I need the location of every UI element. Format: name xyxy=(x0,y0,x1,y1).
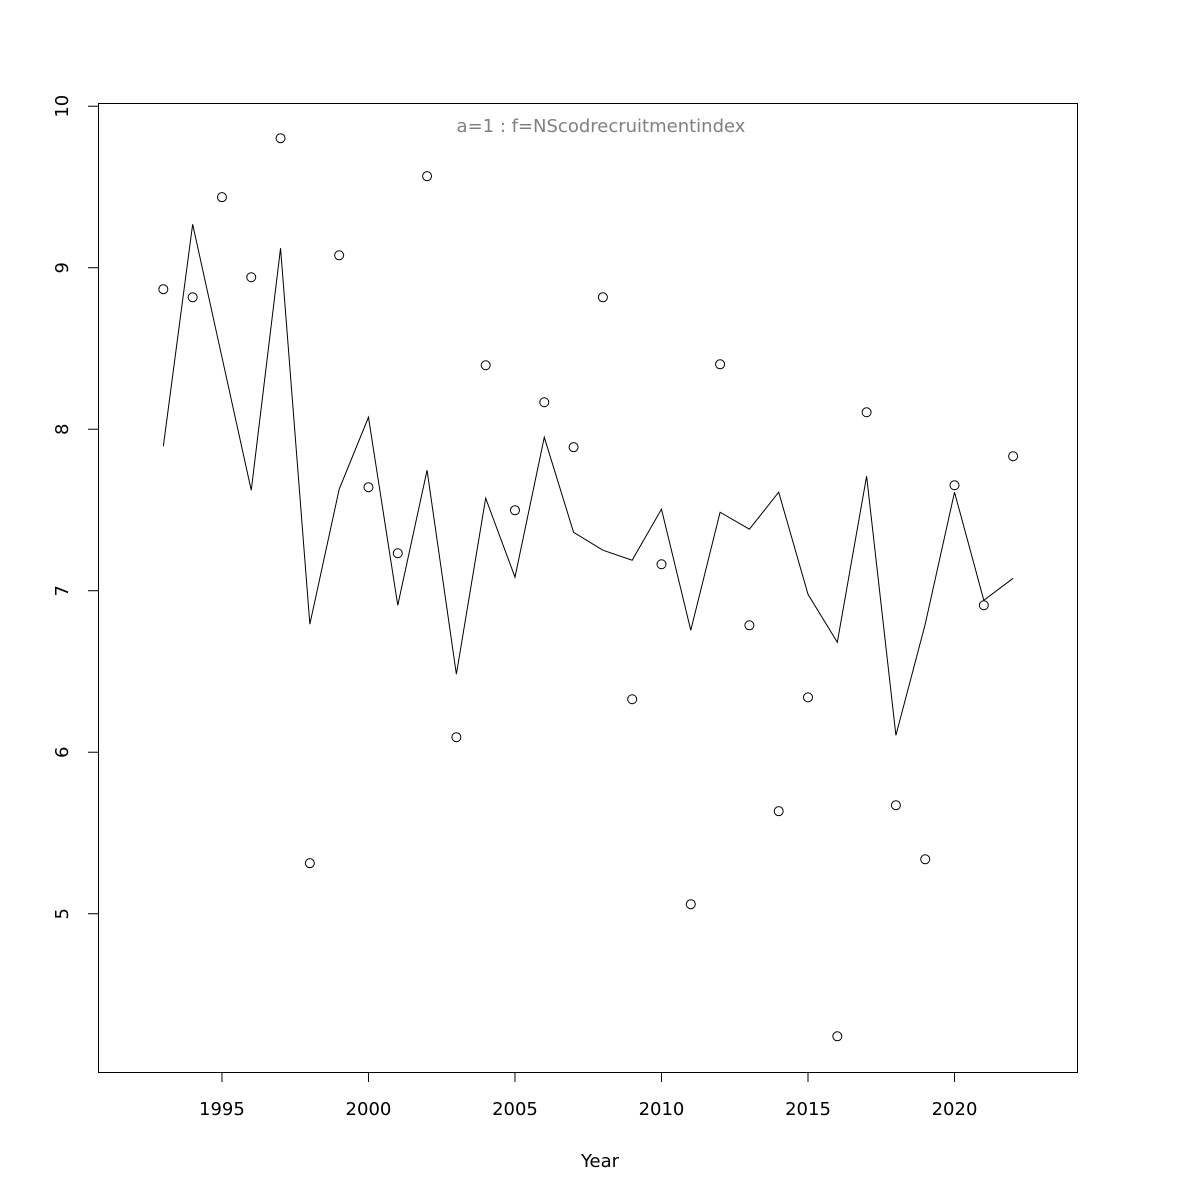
data-point xyxy=(685,899,696,910)
data-point xyxy=(246,272,257,283)
x-tick-label: 2000 xyxy=(346,1099,392,1120)
data-point xyxy=(451,732,462,743)
data-point xyxy=(1008,451,1019,462)
data-point xyxy=(597,292,608,303)
data-point xyxy=(744,620,755,631)
data-point xyxy=(978,600,989,611)
x-axis-label: Year xyxy=(580,1151,620,1172)
x-tick-label: 2020 xyxy=(932,1099,978,1120)
y-tick-label: 8 xyxy=(52,424,73,435)
data-point xyxy=(363,482,374,493)
data-line xyxy=(162,224,1014,736)
data-point xyxy=(334,250,345,261)
data-point xyxy=(304,858,315,869)
data-point xyxy=(715,359,726,370)
data-point xyxy=(187,292,198,303)
plot-frame xyxy=(98,103,1078,1073)
x-tick-label: 1995 xyxy=(199,1099,245,1120)
y-tick-label: 6 xyxy=(52,747,73,758)
data-point xyxy=(275,133,286,144)
data-point xyxy=(949,480,960,491)
y-tick-label: 10 xyxy=(52,95,73,118)
x-tick-label: 2010 xyxy=(639,1099,685,1120)
data-point xyxy=(509,505,520,516)
data-point xyxy=(861,407,872,418)
chart-title: a=1 : f=NScodrecruitmentindex xyxy=(457,116,746,137)
x-tick-label: 2005 xyxy=(492,1099,538,1120)
data-point xyxy=(422,171,433,182)
data-point xyxy=(568,442,579,453)
data-point xyxy=(832,1031,843,1042)
data-point xyxy=(920,854,931,865)
data-point xyxy=(216,192,227,203)
x-tick-label: 2015 xyxy=(785,1099,831,1120)
data-point xyxy=(803,692,814,703)
y-tick-label: 5 xyxy=(52,908,73,919)
y-tick-label: 7 xyxy=(52,585,73,596)
data-point xyxy=(627,694,638,705)
data-point xyxy=(656,559,667,570)
data-point xyxy=(392,548,403,559)
y-tick-label: 9 xyxy=(52,262,73,273)
data-point xyxy=(773,806,784,817)
data-point xyxy=(480,360,491,371)
data-point xyxy=(158,284,169,295)
data-point xyxy=(539,397,550,408)
data-point xyxy=(890,800,901,811)
